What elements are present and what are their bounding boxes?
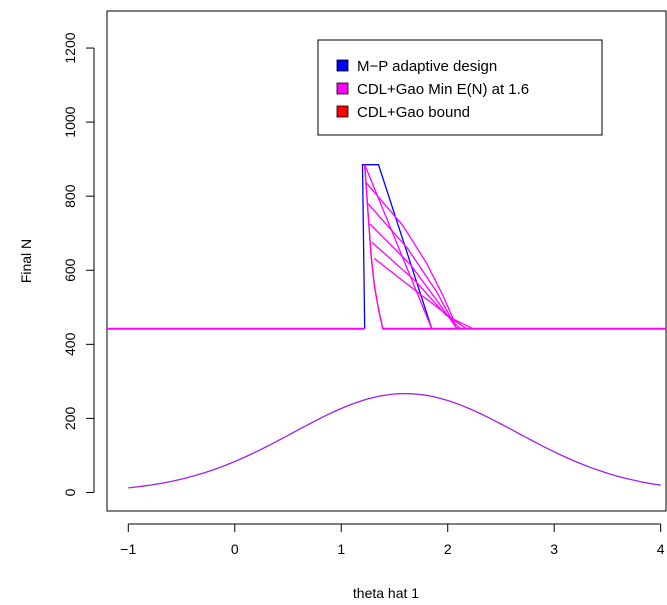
x-tick-label: 3 [550, 541, 558, 557]
legend-swatch [336, 105, 349, 118]
series-m-p-adaptive-design [361, 164, 666, 330]
y-tick-label: 0 [62, 488, 78, 496]
series-cdl-gao-min-e-n-at-1-6-line [365, 181, 457, 329]
legend-label: M−P adaptive design [357, 58, 497, 75]
series-cdl-gao-min-e-n-at-1-6-line [364, 164, 433, 330]
plot-frame [106, 10, 667, 512]
x-tick-label: −1 [120, 541, 136, 557]
series-cdl-gao-min-e-n-at-1-6-line [373, 257, 474, 330]
series-cdl-gao-min-e-n-at-1-6-line [367, 203, 461, 330]
x-tick-label: 2 [444, 541, 452, 557]
x-tick-label: 1 [337, 541, 345, 557]
legend-box [317, 39, 603, 136]
series-density-curve [128, 392, 661, 489]
y-tick-label: 400 [62, 332, 78, 356]
legend-label: CDL+Gao bound [357, 104, 470, 121]
y-axis-label: Final N [18, 239, 34, 283]
y-tick-label: 800 [62, 184, 78, 208]
y-tick-label: 600 [62, 258, 78, 282]
y-axis: 0 200 400 600 800 1000 1200 [62, 32, 95, 496]
series-cdl-gao-min-e-n-at-1-6-line [371, 242, 468, 330]
y-tick-label: 200 [62, 407, 78, 431]
legend-swatch [336, 59, 349, 72]
x-tick-label: 0 [231, 541, 239, 557]
legend-swatch [336, 82, 349, 95]
x-axis: −1 0 1 2 3 4 [120, 523, 665, 557]
x-axis-label: theta hat 1 [353, 585, 419, 601]
series-cdl-gao-min-e-n-at-1-6-line [369, 223, 465, 330]
y-tick-label: 1000 [62, 106, 78, 137]
legend: M−P adaptive design CDL+Gao Min E(N) at 1… [317, 39, 603, 136]
plot-area [107, 164, 666, 489]
y-tick-label: 1200 [62, 32, 78, 63]
x-tick-label: 4 [657, 541, 665, 557]
legend-label: CDL+Gao Min E(N) at 1.6 [357, 81, 529, 98]
series-cdl-gao-min-e-n-at-1-6-line [364, 164, 384, 329]
